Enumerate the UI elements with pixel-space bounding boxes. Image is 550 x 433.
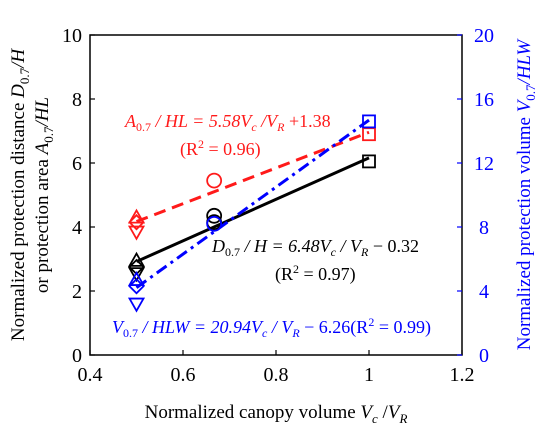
fit-line-0 <box>135 156 370 263</box>
black-fit-equation: D0.7 / H = 6.48Vc / VR − 0.32 <box>211 236 419 259</box>
marker-triangle-up <box>127 251 146 267</box>
marker-triangle-down <box>127 267 146 283</box>
fit-line-1 <box>135 130 370 223</box>
y-left-tick-label: 4 <box>72 217 82 239</box>
data-markers <box>127 114 376 313</box>
y-right-tick-label: 16 <box>474 89 494 111</box>
y-left-ticks: 0 2 4 6 8 10 <box>62 25 95 367</box>
marker-triangle-up <box>127 208 146 224</box>
y-left-tick-label: 8 <box>72 89 82 111</box>
y-right-label: Normalized protection volume V0.7/HLW <box>514 38 538 351</box>
y-left-label-line1: Normalized protection distance D0.7/H <box>8 48 32 341</box>
black-fit-r2: (R2 = 0.97) <box>275 262 356 285</box>
y-left-tick-label: 0 <box>72 345 82 367</box>
x-tick-label: 0.8 <box>264 364 289 386</box>
marker-square <box>362 114 376 129</box>
marker-circle <box>206 172 223 189</box>
red-fit-equation: A0.7 / HL = 5.58Vc /VR +1.38 <box>124 111 331 134</box>
marker-diamond <box>128 213 145 231</box>
x-tick-label: 1 <box>364 364 374 386</box>
y-right-tick-label: 8 <box>479 217 489 239</box>
red-fit-r2: (R2 = 0.96) <box>180 137 261 160</box>
fit-line-2 <box>135 118 370 289</box>
marker-square <box>362 127 376 142</box>
blue-fit-equation: V0.7 / HLW = 20.94Vc / VR − 6.26(R2 = 0.… <box>112 315 431 340</box>
marker-circle <box>206 215 223 232</box>
marker-square <box>362 154 376 169</box>
marker-triangle-up <box>127 270 146 286</box>
marker-triangle-down <box>127 225 146 241</box>
marker-triangle-down <box>127 297 146 313</box>
plot-frame <box>89 34 463 356</box>
x-tick-label: 0.4 <box>78 364 103 386</box>
x-tick-label: 0.6 <box>171 364 196 386</box>
x-tick-label: 1.2 <box>450 364 475 386</box>
y-left-tick-label: 2 <box>72 281 82 303</box>
y-left-tick-label: 6 <box>72 153 82 175</box>
x-ticks: 0.4 0.6 0.8 1 1.2 <box>78 350 475 386</box>
marker-circle <box>206 207 223 224</box>
fit-lines <box>135 118 370 289</box>
x-axis-label: Normalized canopy volume Vc /VR <box>145 402 408 426</box>
y-right-ticks: 0 4 8 12 16 20 <box>457 25 494 367</box>
marker-diamond <box>128 277 145 295</box>
y-right-tick-label: 12 <box>474 153 494 175</box>
y-right-tick-label: 0 <box>479 345 489 367</box>
y-left-tick-label: 10 <box>62 25 82 47</box>
y-right-tick-label: 20 <box>474 25 494 47</box>
y-right-tick-label: 4 <box>479 281 489 303</box>
y-left-label-line2: or protection area A0.7/HL <box>32 97 56 293</box>
